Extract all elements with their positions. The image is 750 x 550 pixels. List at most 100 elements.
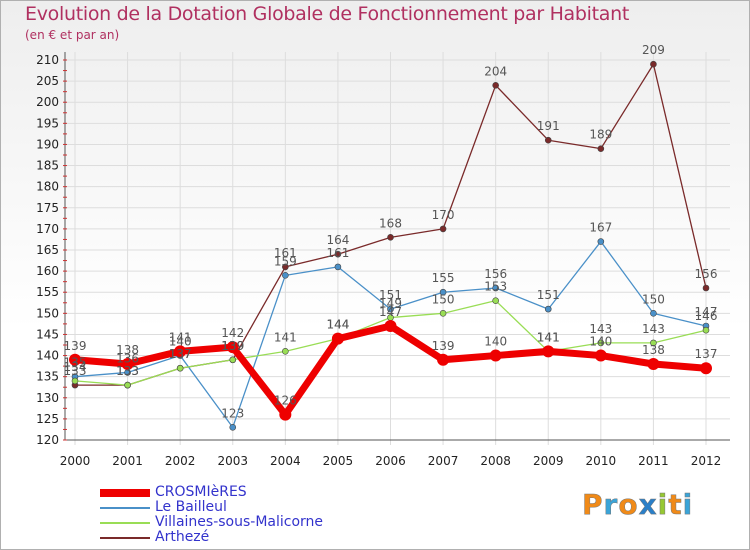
data-label-0: 142 bbox=[221, 326, 244, 340]
data-point-1 bbox=[492, 284, 499, 292]
data-label-1: 155 bbox=[432, 271, 455, 285]
x-tick-label: 2005 bbox=[323, 454, 354, 468]
data-point-1 bbox=[229, 424, 237, 431]
x-tick-label: 2006 bbox=[375, 454, 406, 468]
data-point-0 bbox=[226, 341, 239, 354]
series bbox=[69, 60, 712, 431]
data-point-1 bbox=[439, 288, 447, 296]
data-point-0 bbox=[279, 408, 292, 421]
data-label-2: 143 bbox=[589, 322, 612, 336]
data-point-3 bbox=[597, 145, 605, 152]
x-tick-label: 2002 bbox=[165, 454, 196, 468]
data-label-2: 144 bbox=[326, 318, 349, 332]
data-label-1: 140 bbox=[169, 335, 192, 349]
legend-label: Le Bailleul bbox=[155, 499, 227, 515]
data-label-3: 133 bbox=[116, 364, 139, 378]
y-tick-label: 210 bbox=[36, 53, 59, 67]
data-label-2: 143 bbox=[642, 322, 665, 336]
x-tick-label: 2004 bbox=[270, 454, 301, 468]
data-point-2 bbox=[650, 339, 657, 347]
data-label-2: 150 bbox=[432, 292, 455, 306]
data-label-2: 139 bbox=[221, 339, 244, 353]
data-point-0 bbox=[121, 358, 134, 370]
data-label-0: 141 bbox=[169, 330, 192, 344]
data-point-2 bbox=[229, 356, 237, 364]
legend-label: Villaines-sous-Malicorne bbox=[155, 514, 324, 530]
data-label-3: 156 bbox=[695, 267, 718, 281]
legend-label: Arthezé bbox=[155, 529, 210, 545]
data-label-3: 133 bbox=[64, 364, 87, 378]
x-tick-label: 2007 bbox=[428, 454, 459, 468]
data-label-3: 168 bbox=[379, 216, 402, 230]
data-label-0: 140 bbox=[589, 335, 612, 349]
axes: 120 125 130 135 140 145 150 155 160 165 170 175 180 1… bbox=[36, 52, 730, 468]
y-tick-label: 140 bbox=[36, 349, 59, 363]
y-tick-label: 160 bbox=[36, 264, 59, 278]
data-label-1: 136 bbox=[116, 351, 139, 365]
data-label-2: 137 bbox=[169, 347, 192, 361]
data-label-1: 161 bbox=[326, 246, 349, 260]
x-tick-label: 2011 bbox=[638, 454, 669, 468]
y-tick-label: 175 bbox=[36, 201, 59, 215]
data-point-3 bbox=[387, 234, 394, 241]
y-tick-label: 150 bbox=[36, 306, 59, 320]
data-point-2 bbox=[124, 381, 131, 389]
data-point-1 bbox=[597, 238, 605, 245]
data-label-0: 147 bbox=[379, 305, 402, 319]
data-point-2 bbox=[176, 364, 184, 372]
data-label-1: 159 bbox=[274, 254, 297, 268]
data-labels: 133 1331371391611641681702041911892091561… bbox=[64, 43, 718, 420]
legend-label: CROSMIèRES bbox=[155, 484, 247, 500]
y-tick-label: 195 bbox=[36, 116, 59, 130]
legend-swatch bbox=[100, 507, 150, 509]
data-label-0: 139 bbox=[432, 339, 455, 353]
chart-subtitle: (en € et par an) bbox=[25, 28, 120, 42]
data-label-2: 146 bbox=[695, 309, 718, 323]
data-label-0: 137 bbox=[695, 347, 718, 361]
y-tick-label: 190 bbox=[36, 137, 59, 151]
y-tick-label: 205 bbox=[36, 74, 59, 88]
data-label-3: 191 bbox=[537, 119, 560, 133]
data-point-0 bbox=[542, 345, 555, 358]
data-point-0 bbox=[647, 358, 660, 370]
y-tick-label: 145 bbox=[36, 327, 59, 341]
data-point-2 bbox=[702, 326, 710, 334]
data-label-3: 204 bbox=[484, 64, 507, 78]
data-point-1 bbox=[334, 263, 342, 271]
data-point-2 bbox=[282, 348, 289, 355]
data-label-1: 151 bbox=[537, 288, 560, 302]
data-point-2 bbox=[71, 377, 79, 385]
data-point-1 bbox=[387, 305, 394, 313]
data-label-0: 139 bbox=[64, 339, 87, 353]
data-label-0: 140 bbox=[484, 335, 507, 349]
x-tick-label: 2003 bbox=[217, 454, 248, 468]
y-tick-label: 200 bbox=[36, 95, 59, 109]
data-point-3 bbox=[702, 284, 710, 292]
data-label-1: 151 bbox=[379, 288, 402, 302]
data-point-3 bbox=[282, 263, 289, 271]
data-point-0 bbox=[594, 349, 607, 362]
data-point-1 bbox=[282, 272, 289, 279]
data-point-3 bbox=[439, 225, 447, 233]
x-tick-label: 2009 bbox=[533, 454, 564, 468]
data-point-3 bbox=[492, 82, 499, 89]
data-point-2 bbox=[492, 297, 499, 304]
x-tick-label: 2010 bbox=[586, 454, 617, 468]
data-point-0 bbox=[174, 345, 187, 358]
y-tick-label: 130 bbox=[36, 391, 59, 405]
data-label-3: 170 bbox=[432, 208, 455, 222]
y-tick-label: 125 bbox=[36, 412, 59, 426]
data-point-3 bbox=[544, 136, 552, 144]
legend-swatch bbox=[100, 537, 150, 539]
x-tick-label: 2012 bbox=[691, 454, 722, 468]
data-label-1: 135 bbox=[64, 356, 87, 370]
data-label-1: 167 bbox=[589, 221, 612, 235]
data-point-0 bbox=[69, 353, 81, 366]
data-point-0 bbox=[331, 332, 344, 345]
chart-title: Evolution de la Dotation Globale de Fonc… bbox=[25, 3, 630, 25]
data-label-2: 153 bbox=[484, 280, 507, 294]
x-tick-label: 2000 bbox=[60, 454, 91, 468]
y-tick-label: 135 bbox=[36, 370, 59, 384]
data-point-0 bbox=[384, 320, 397, 332]
data-label-2: 141 bbox=[274, 330, 297, 344]
